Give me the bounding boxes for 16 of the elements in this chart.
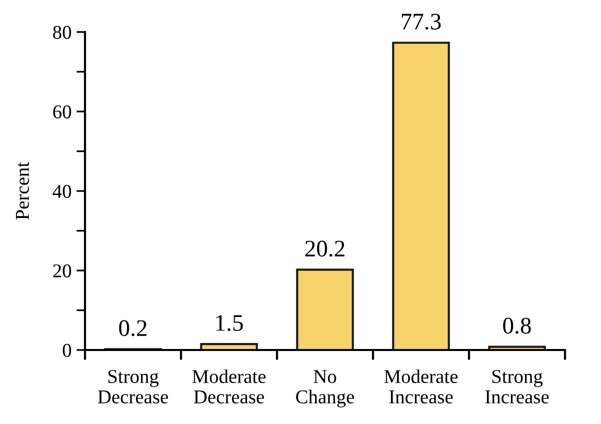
x-tick-label: Strong Decrease — [98, 370, 168, 404]
y-tick-label: 40 — [52, 184, 72, 198]
data-label: 0.2 — [119, 320, 146, 336]
y-tick-label: 20 — [53, 264, 72, 278]
x-tick-label: Moderate Decrease — [192, 369, 266, 404]
data-label: 0.8 — [503, 318, 531, 334]
y-tick-label: 60 — [53, 105, 72, 118]
data-label: 1.5 — [216, 315, 243, 332]
y-tick-label: 0 — [62, 344, 72, 357]
data-label: 20.2 — [305, 240, 344, 257]
y-tick-label: 80 — [53, 26, 72, 39]
x-tick-label: Moderate Increase — [384, 369, 458, 404]
data-label: 77.3 — [402, 14, 441, 30]
x-tick-label: Strong Increase — [485, 370, 549, 404]
y-axis-title: Percent — [16, 162, 29, 220]
x-tick-label: No Change — [296, 370, 354, 408]
